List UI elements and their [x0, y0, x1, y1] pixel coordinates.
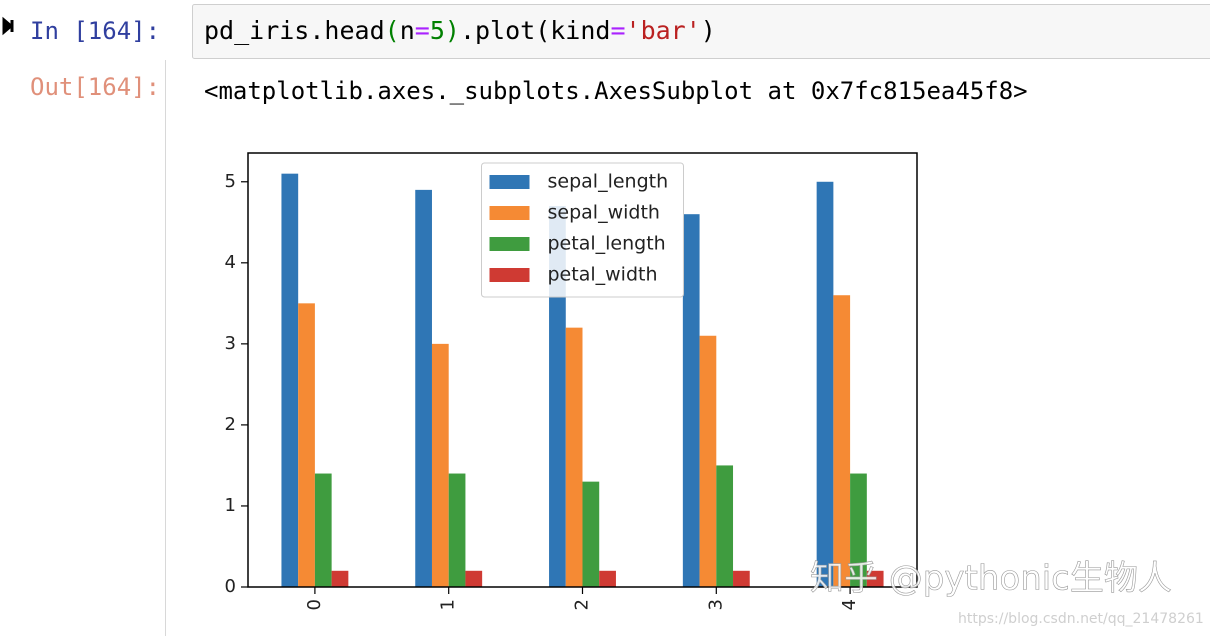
code-token: pd_iris.head [204, 16, 385, 45]
bar [565, 327, 583, 587]
output-prompt: Out[164]: [30, 73, 160, 101]
bar [314, 473, 332, 587]
code-token: ( [385, 16, 400, 45]
bar [331, 570, 349, 587]
legend-label: petal_length [548, 233, 666, 255]
legend-swatch [489, 237, 530, 251]
legend-label: petal_width [548, 264, 658, 286]
axes-frame [247, 152, 918, 588]
x-tick-label: 4 [839, 599, 860, 610]
y-tick-label: 1 [225, 495, 236, 516]
legend-swatch [489, 206, 530, 220]
code-cell[interactable] [192, 4, 1210, 59]
bar-chart: 0 1 2 3 4 5 0 1 2 3 4 sepal_length sepal_width petal_… [225, 152, 918, 610]
bar [431, 343, 449, 587]
bar [448, 473, 466, 587]
run-marker [2, 16, 14, 36]
watermark: 知乎 @pythonic生物人 [810, 559, 1172, 599]
code-line: pd_iris.head(n=5).plot(kind='bar') [204, 16, 716, 45]
legend-box [481, 162, 684, 298]
x-tick-label: 2 [572, 599, 593, 610]
bar [298, 303, 315, 587]
bar [281, 173, 299, 587]
x-tick-label: 3 [705, 599, 726, 610]
y-tick-label: 3 [225, 333, 236, 354]
bar [866, 570, 884, 587]
code-token: n [400, 16, 415, 45]
legend-swatch [489, 268, 530, 282]
output-text: <matplotlib.axes._subplots.AxesSubplot a… [204, 77, 1028, 105]
bar [716, 465, 734, 587]
bar [465, 570, 483, 587]
y-tick-label: 4 [225, 252, 236, 273]
bar [599, 570, 616, 587]
code-token: ) [701, 16, 716, 45]
bar [582, 481, 600, 587]
bar [415, 189, 432, 587]
legend-label: sepal_length [548, 171, 669, 193]
y-tick-label: 2 [225, 414, 236, 435]
bar [682, 214, 700, 587]
code-token: ) [445, 16, 460, 45]
bar [549, 206, 566, 587]
legend-swatch [489, 175, 530, 189]
bar [699, 335, 717, 587]
code-token: 'bar' [626, 16, 701, 45]
code-token: = [610, 16, 625, 45]
bar [833, 295, 851, 587]
input-prompt: In [164]: [30, 17, 160, 45]
code-token: .plot(kind [460, 16, 611, 45]
bar [816, 181, 834, 587]
y-tick-label: 0 [225, 576, 236, 597]
code-token: = [415, 16, 430, 45]
code-token: 5 [430, 16, 445, 45]
x-tick-label: 1 [438, 599, 459, 610]
source-url: https://blog.csdn.net/qq_21478261 [958, 611, 1204, 627]
y-tick-label: 5 [225, 171, 236, 192]
bar [733, 570, 750, 587]
x-tick-label: 0 [304, 599, 325, 610]
bar [850, 473, 867, 587]
legend-label: sepal_width [548, 202, 660, 224]
